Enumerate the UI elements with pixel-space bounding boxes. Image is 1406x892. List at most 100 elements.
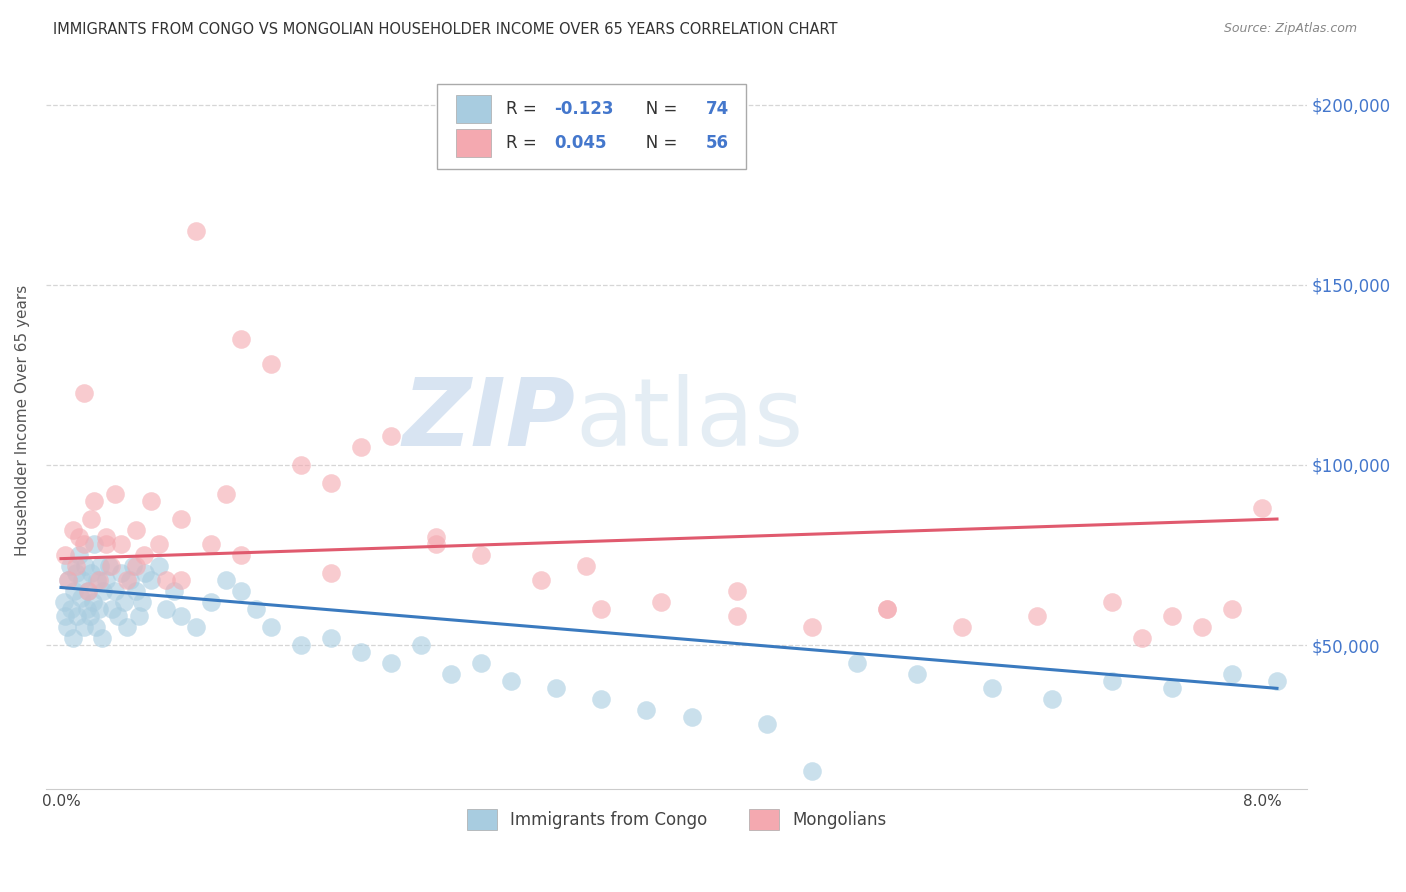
Point <box>231 548 253 562</box>
Point <box>184 620 207 634</box>
Point <box>980 681 1002 696</box>
Point <box>148 537 170 551</box>
Point <box>876 602 898 616</box>
Point <box>411 638 433 652</box>
Point <box>1101 595 1123 609</box>
Point <box>72 537 94 551</box>
Point <box>128 609 150 624</box>
Point <box>321 631 343 645</box>
Point <box>56 620 79 634</box>
Point <box>94 530 117 544</box>
Point <box>101 602 124 616</box>
Point <box>501 674 523 689</box>
Point <box>60 602 83 616</box>
Point <box>118 574 141 588</box>
Point <box>91 584 114 599</box>
Point <box>530 574 553 588</box>
Point <box>94 574 117 588</box>
Point <box>53 595 76 609</box>
Point <box>125 584 148 599</box>
Point <box>90 631 112 645</box>
Point <box>155 602 177 616</box>
Text: 74: 74 <box>706 100 728 119</box>
Point <box>440 667 463 681</box>
Point <box>67 548 90 562</box>
Point <box>1161 609 1184 624</box>
Point <box>62 631 84 645</box>
Point <box>1265 674 1288 689</box>
Bar <box>456 129 491 158</box>
Point <box>636 703 658 717</box>
Point <box>155 574 177 588</box>
Point <box>115 574 138 588</box>
Point <box>59 558 82 573</box>
Point <box>425 537 447 551</box>
Text: -0.123: -0.123 <box>554 100 613 119</box>
Point <box>184 224 207 238</box>
Point <box>55 548 77 562</box>
Point <box>800 764 823 779</box>
Point <box>89 558 111 573</box>
Point <box>84 620 107 634</box>
Point <box>132 548 155 562</box>
Point <box>200 537 222 551</box>
Point <box>350 440 373 454</box>
Legend: Immigrants from Congo, Mongolians: Immigrants from Congo, Mongolians <box>460 803 893 837</box>
Point <box>162 584 184 599</box>
Point <box>321 566 343 580</box>
Point <box>1130 631 1153 645</box>
Point <box>170 574 193 588</box>
FancyBboxPatch shape <box>437 84 745 169</box>
Point <box>55 609 77 624</box>
Text: ZIP: ZIP <box>402 374 575 466</box>
Point <box>876 602 898 616</box>
Point <box>170 609 193 624</box>
Point <box>125 523 148 537</box>
Point <box>83 537 105 551</box>
Point <box>100 558 122 573</box>
Point <box>470 656 492 670</box>
Point <box>200 595 222 609</box>
Text: R =: R = <box>506 135 543 153</box>
Point <box>845 656 868 670</box>
Point <box>380 429 402 443</box>
Point <box>231 584 253 599</box>
Point <box>321 475 343 490</box>
Point <box>65 558 87 573</box>
Point <box>110 537 132 551</box>
Point <box>110 566 132 580</box>
Point <box>1191 620 1213 634</box>
Point <box>1251 501 1274 516</box>
Point <box>72 620 94 634</box>
Point <box>73 558 96 573</box>
Point <box>350 645 373 659</box>
Point <box>215 574 238 588</box>
Point <box>546 681 568 696</box>
Point <box>131 595 153 609</box>
Bar <box>456 95 491 123</box>
Point <box>67 530 90 544</box>
Point <box>98 558 121 573</box>
Point <box>380 656 402 670</box>
Point <box>77 584 100 599</box>
Point <box>215 487 238 501</box>
Point <box>69 591 91 606</box>
Point <box>104 487 127 501</box>
Point <box>148 558 170 573</box>
Point <box>112 595 135 609</box>
Point <box>950 620 973 634</box>
Point <box>104 584 127 599</box>
Point <box>1161 681 1184 696</box>
Point <box>591 602 613 616</box>
Point <box>260 357 283 371</box>
Point <box>82 595 104 609</box>
Point <box>575 558 598 573</box>
Point <box>134 566 156 580</box>
Point <box>1040 692 1063 706</box>
Point <box>107 609 129 624</box>
Point <box>77 584 100 599</box>
Text: atlas: atlas <box>575 374 804 466</box>
Text: N =: N = <box>630 100 682 119</box>
Point <box>76 602 98 616</box>
Point <box>800 620 823 634</box>
